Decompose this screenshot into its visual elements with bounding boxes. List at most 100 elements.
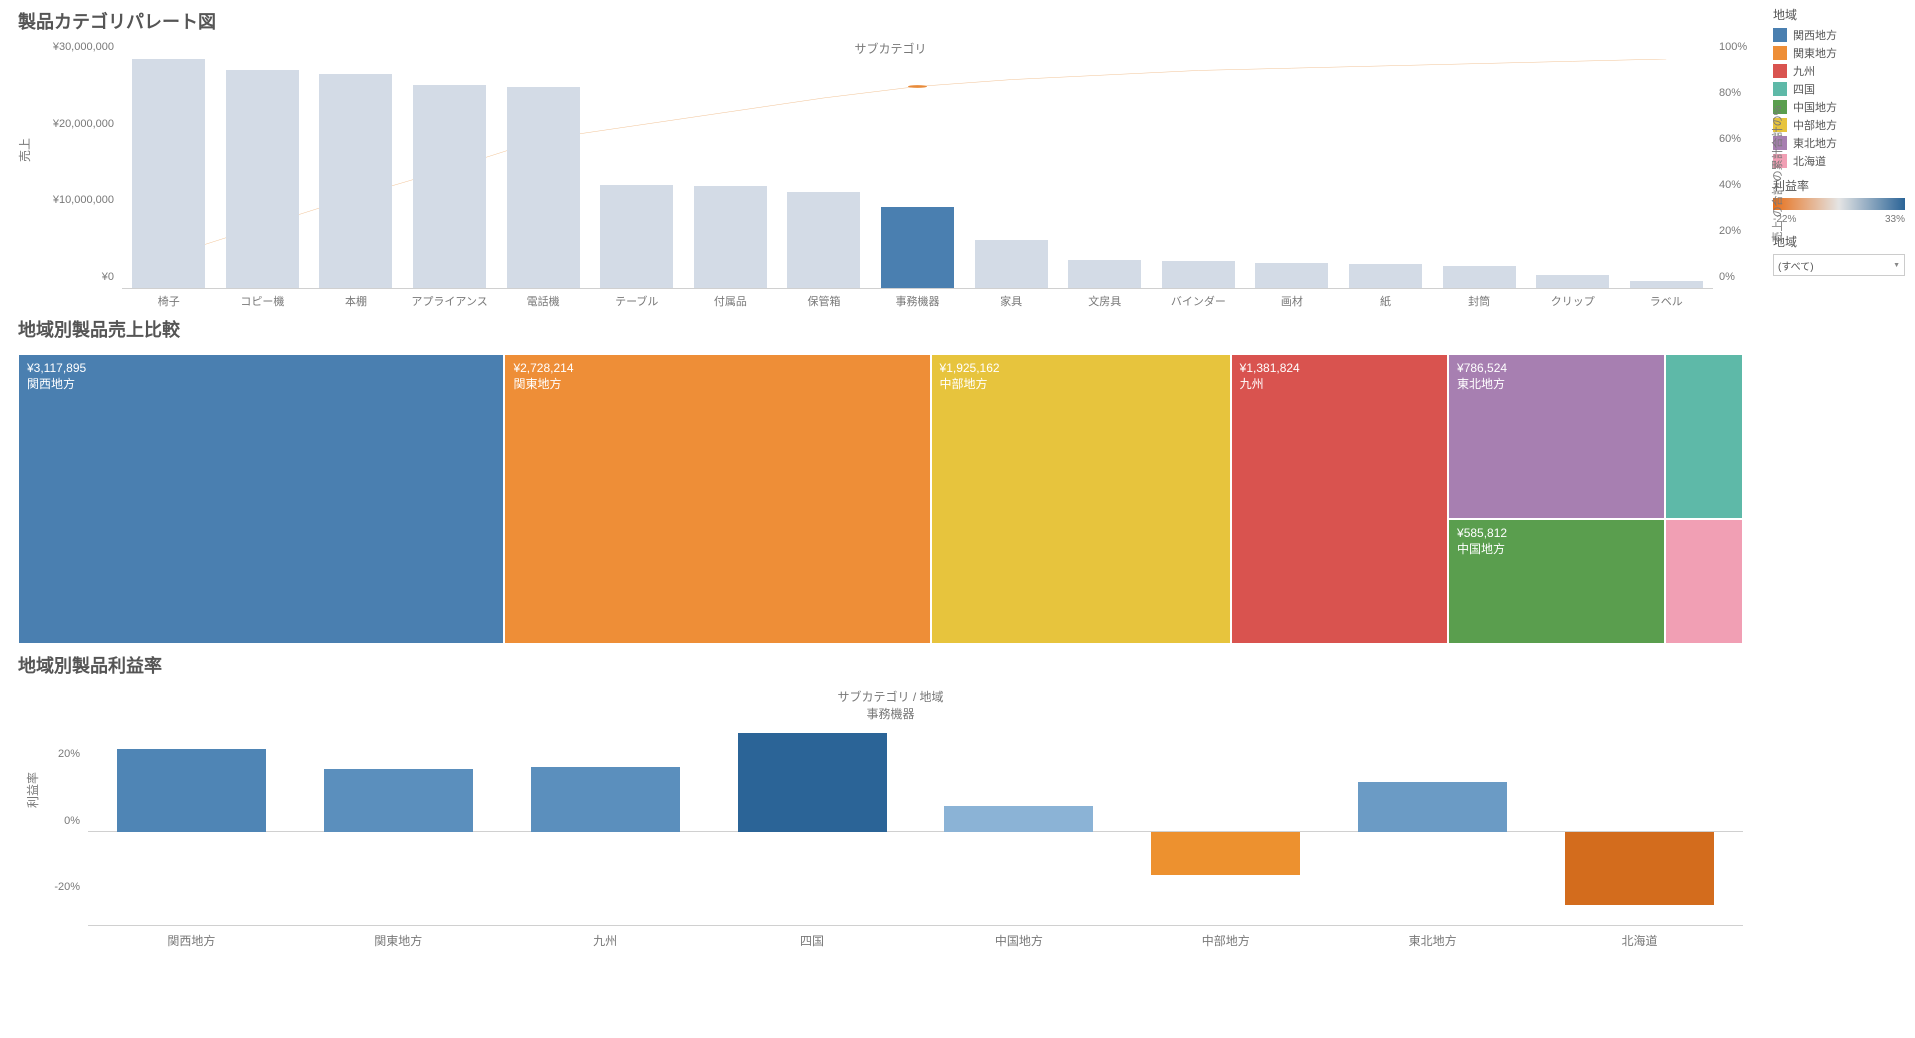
pareto-plot[interactable] bbox=[122, 59, 1713, 289]
legend-label: 関西地方 bbox=[1793, 27, 1837, 43]
treemap-cell[interactable]: ¥2,728,214関東地方 bbox=[504, 354, 930, 644]
treemap-title: 地域別製品売上比較 bbox=[18, 316, 1763, 342]
profit-title: 地域別製品利益率 bbox=[18, 652, 1763, 678]
pareto-ytick: ¥0 bbox=[102, 271, 114, 283]
profit-subtitle1: サブカテゴリ / 地域 bbox=[18, 688, 1763, 705]
legend-swatch bbox=[1773, 64, 1787, 78]
pareto-bar[interactable] bbox=[1536, 275, 1609, 288]
sidebar: 地域 関西地方関東地方九州四国中国地方中部地方東北地方北海道 利益率 -22% … bbox=[1763, 0, 1915, 1038]
treemap-cell-value: ¥1,381,824 bbox=[1240, 361, 1439, 375]
profit-xtick: 四国 bbox=[709, 926, 916, 948]
profit-gradient bbox=[1773, 198, 1905, 210]
legend-region-item[interactable]: 関西地方 bbox=[1773, 27, 1905, 43]
pareto-bar[interactable] bbox=[132, 59, 205, 288]
treemap-cell[interactable] bbox=[1665, 354, 1743, 519]
legend-label: 中国地方 bbox=[1793, 99, 1837, 115]
legend-label: 四国 bbox=[1793, 81, 1815, 97]
region-filter-select[interactable]: (すべて) bbox=[1773, 254, 1905, 276]
profit-bar[interactable] bbox=[1565, 832, 1714, 905]
treemap[interactable]: ¥3,117,895関西地方¥2,728,214関東地方¥1,925,162中部… bbox=[18, 354, 1743, 644]
profit-bar[interactable] bbox=[944, 806, 1093, 833]
pareto-subtitle: サブカテゴリ bbox=[18, 40, 1763, 57]
pareto-ytick: ¥30,000,000 bbox=[53, 41, 114, 53]
legend-region-item[interactable]: 東北地方 bbox=[1773, 135, 1905, 151]
legend-region-item[interactable]: 中国地方 bbox=[1773, 99, 1905, 115]
treemap-cell-value: ¥1,925,162 bbox=[940, 361, 1222, 375]
pareto-bar[interactable] bbox=[1255, 263, 1328, 288]
pareto-bar[interactable] bbox=[975, 240, 1048, 288]
profit-xtick: 東北地方 bbox=[1329, 926, 1536, 948]
pareto-bar[interactable] bbox=[226, 70, 299, 288]
pareto-xtick: 椅子 bbox=[122, 289, 216, 311]
treemap-cell[interactable]: ¥1,925,162中部地方 bbox=[931, 354, 1231, 644]
pareto-bar[interactable] bbox=[1162, 261, 1235, 288]
treemap-cell-label: 中部地方 bbox=[940, 375, 1222, 392]
pareto-xtick: 封筒 bbox=[1432, 289, 1526, 311]
legend-swatch bbox=[1773, 82, 1787, 96]
legend-region-item[interactable]: 四国 bbox=[1773, 81, 1905, 97]
pareto-bar[interactable] bbox=[881, 207, 954, 288]
treemap-cell[interactable]: ¥786,524東北地方 bbox=[1448, 354, 1665, 519]
pareto-y2tick: 100% bbox=[1719, 41, 1747, 53]
pareto-bar[interactable] bbox=[694, 186, 767, 288]
pareto-bar[interactable] bbox=[1068, 260, 1141, 288]
legend-label: 東北地方 bbox=[1793, 135, 1837, 151]
pareto-xtick: テーブル bbox=[590, 289, 684, 311]
pareto-bar[interactable] bbox=[413, 85, 486, 288]
legend-region-item[interactable]: 北海道 bbox=[1773, 153, 1905, 169]
treemap-cell-value: ¥786,524 bbox=[1457, 361, 1656, 375]
pareto-bar[interactable] bbox=[507, 87, 580, 288]
legend-profit-title: 利益率 bbox=[1773, 177, 1905, 194]
legend-region-item[interactable]: 九州 bbox=[1773, 63, 1905, 79]
treemap-cell[interactable]: ¥3,117,895関西地方 bbox=[18, 354, 504, 644]
pareto-ytick: ¥20,000,000 bbox=[53, 118, 114, 130]
pareto-xtick: コピー機 bbox=[216, 289, 310, 311]
pareto-chart: サブカテゴリ 売上 ¥0¥10,000,000¥20,000,000¥30,00… bbox=[18, 40, 1763, 308]
profit-xtick: 中部地方 bbox=[1122, 926, 1329, 948]
pareto-bar[interactable] bbox=[787, 192, 860, 288]
profit-bar[interactable] bbox=[324, 769, 473, 832]
pareto-bar[interactable] bbox=[1630, 281, 1703, 288]
pareto-bar[interactable] bbox=[600, 185, 673, 288]
pareto-xtick: 文房具 bbox=[1058, 289, 1152, 311]
legend-swatch bbox=[1773, 28, 1787, 42]
profit-ytick: 20% bbox=[58, 748, 80, 760]
profit-xtick: 北海道 bbox=[1536, 926, 1743, 948]
legend-swatch bbox=[1773, 46, 1787, 60]
pareto-yaxis: 売上 ¥0¥10,000,000¥20,000,000¥30,000,000 bbox=[18, 59, 122, 289]
profit-bar[interactable] bbox=[738, 733, 887, 833]
profit-bar[interactable] bbox=[1358, 782, 1507, 832]
pareto-yaxis2: 売上 の合計 の累計合計の% 0%20%40%60%80%100% bbox=[1713, 59, 1763, 289]
pareto-xtick: 画材 bbox=[1245, 289, 1339, 311]
pareto-y2tick: 60% bbox=[1719, 133, 1741, 145]
profit-yaxis-label: 利益率 bbox=[24, 772, 41, 808]
pareto-xtick: バインダー bbox=[1152, 289, 1246, 311]
legend-label: 九州 bbox=[1793, 63, 1815, 79]
pareto-xtick: 事務機器 bbox=[871, 289, 965, 311]
profit-bar[interactable] bbox=[531, 767, 680, 832]
treemap-cell-label: 関西地方 bbox=[27, 375, 495, 392]
legend-region-item[interactable]: 関東地方 bbox=[1773, 45, 1905, 61]
treemap-cell-label: 関東地方 bbox=[513, 375, 921, 392]
profit-bar[interactable] bbox=[117, 749, 266, 832]
pareto-bar[interactable] bbox=[1349, 264, 1422, 288]
treemap-cell[interactable] bbox=[1665, 519, 1743, 644]
profit-xtick: 九州 bbox=[502, 926, 709, 948]
pareto-bar[interactable] bbox=[319, 74, 392, 288]
profit-xtick: 関東地方 bbox=[295, 926, 502, 948]
pareto-title: 製品カテゴリパレート図 bbox=[18, 8, 1763, 34]
treemap-cell[interactable]: ¥585,812中国地方 bbox=[1448, 519, 1665, 644]
legend-label: 中部地方 bbox=[1793, 117, 1837, 133]
profit-ytick: -20% bbox=[54, 881, 80, 893]
grad-max: 33% bbox=[1885, 214, 1905, 225]
pareto-bar[interactable] bbox=[1443, 266, 1516, 288]
treemap-cell[interactable]: ¥1,381,824九州 bbox=[1231, 354, 1448, 644]
pareto-y2tick: 0% bbox=[1719, 271, 1735, 283]
profit-plot[interactable] bbox=[88, 726, 1743, 926]
legend-region-item[interactable]: 中部地方 bbox=[1773, 117, 1905, 133]
profit-bar[interactable] bbox=[1151, 832, 1300, 875]
pareto-xtick: 家具 bbox=[964, 289, 1058, 311]
profit-xaxis: 関西地方関東地方九州四国中国地方中部地方東北地方北海道 bbox=[88, 926, 1743, 948]
profit-xtick: 関西地方 bbox=[88, 926, 295, 948]
profit-xtick: 中国地方 bbox=[916, 926, 1123, 948]
